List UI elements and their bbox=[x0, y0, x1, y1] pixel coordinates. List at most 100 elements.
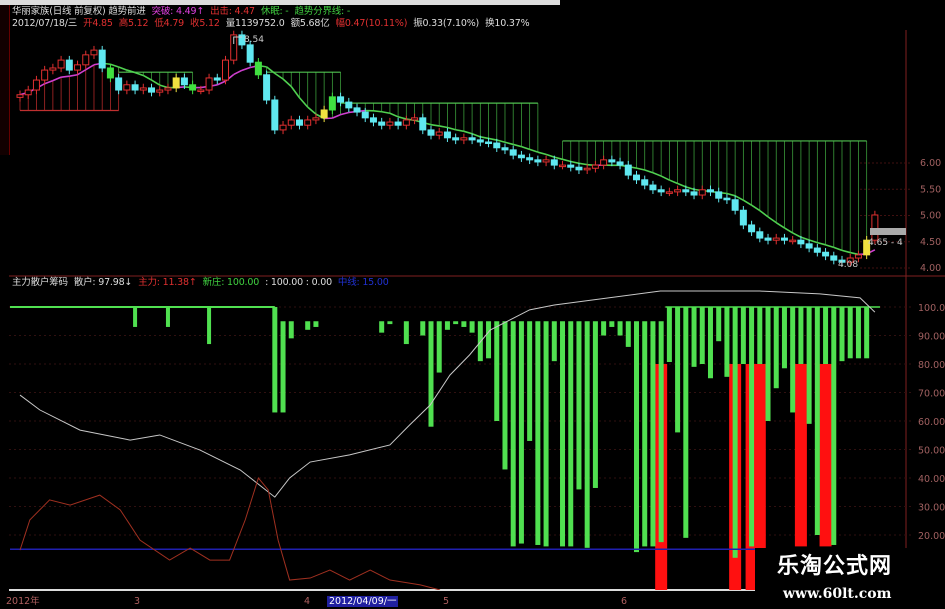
retail-bar bbox=[658, 321, 664, 543]
moving-average-segment bbox=[61, 75, 70, 78]
retail-bar bbox=[650, 321, 656, 547]
candle-body bbox=[197, 89, 205, 93]
candle-body bbox=[82, 54, 90, 66]
candle-body bbox=[476, 139, 484, 143]
moving-average-segment bbox=[742, 199, 752, 206]
indicator-axis-label: 30.00 bbox=[918, 503, 945, 514]
retail-bar bbox=[839, 307, 845, 362]
header-line2-item: 换10.37% bbox=[485, 18, 530, 29]
candle-body bbox=[378, 121, 386, 126]
retail-bar bbox=[683, 307, 689, 538]
candle-body bbox=[706, 189, 714, 193]
last-price-label: 4.65 - 4 bbox=[868, 238, 903, 248]
candle-body bbox=[764, 237, 772, 241]
moving-average-segment bbox=[266, 66, 276, 74]
candle-body bbox=[106, 67, 114, 79]
moving-average-segment bbox=[677, 182, 687, 188]
candle-body bbox=[24, 89, 32, 96]
side-toolbar[interactable] bbox=[0, 5, 10, 155]
candle-body bbox=[723, 197, 731, 201]
retail-bar bbox=[675, 307, 681, 433]
candle-body bbox=[74, 64, 82, 71]
retail-bar bbox=[749, 307, 755, 547]
header-line2-item: 幅0.47(10.11%) bbox=[335, 18, 408, 29]
candle-body bbox=[312, 117, 320, 121]
high-price-label: 8.54 bbox=[244, 35, 264, 45]
indicator-header: 主力散户筹码 散户: 97.98↓ 主力: 11.38↑ 新庄: 100.00: 10… bbox=[12, 277, 395, 288]
price-axis-label: 4.00 bbox=[920, 263, 941, 274]
retail-bar bbox=[765, 307, 771, 421]
candle-body bbox=[526, 157, 534, 161]
candle-body bbox=[624, 164, 632, 176]
retail-bar bbox=[625, 321, 631, 347]
header-line2-item: 振0.33(7.10%) bbox=[413, 18, 480, 29]
retail-bar bbox=[855, 307, 861, 359]
candle-body bbox=[698, 189, 706, 196]
watermark-url: www.60lt.com bbox=[783, 586, 892, 602]
moving-average-segment bbox=[118, 66, 128, 71]
candle-body bbox=[805, 243, 813, 249]
candle-body bbox=[443, 131, 451, 139]
candle-body bbox=[230, 34, 238, 61]
indicator-header-item: 新庄: 100.00 bbox=[202, 277, 260, 288]
candle-body bbox=[65, 59, 73, 71]
moving-average-segment bbox=[77, 69, 87, 76]
price-axis-label: 6.00 bbox=[920, 158, 941, 169]
moving-average-segment bbox=[85, 64, 95, 71]
retail-bar bbox=[601, 321, 607, 336]
candle-body bbox=[690, 191, 698, 196]
watermark-title: 乐淘公式网 bbox=[777, 554, 893, 579]
indicator-header-item: : 100.00 : 0.00 bbox=[265, 277, 332, 288]
candle-body bbox=[838, 259, 846, 263]
candle-body bbox=[131, 84, 139, 91]
moving-average-segment bbox=[151, 79, 161, 86]
candle-body bbox=[608, 159, 616, 163]
indicator-axis-label: 20.00 bbox=[918, 531, 945, 542]
candle-body bbox=[222, 59, 229, 81]
retail-bar bbox=[568, 321, 574, 547]
retail-bar bbox=[469, 321, 475, 333]
moving-average-segment bbox=[340, 111, 350, 116]
candle-body bbox=[649, 184, 657, 191]
indicator-axis-label: 70.00 bbox=[918, 389, 945, 400]
indicator-header-item: 主力散户筹码 bbox=[12, 277, 68, 288]
moving-average-segment bbox=[529, 148, 539, 153]
moving-average-segment bbox=[825, 244, 835, 249]
candle-body bbox=[739, 209, 747, 226]
candle-body bbox=[304, 119, 312, 126]
retail-bar bbox=[387, 321, 393, 325]
moving-average-segment bbox=[817, 241, 826, 246]
candle-body bbox=[591, 164, 599, 169]
retail-bar bbox=[823, 307, 829, 364]
candle-body bbox=[402, 119, 410, 126]
window-title-strip bbox=[0, 0, 560, 5]
moving-average-segment bbox=[570, 160, 580, 165]
candle-body bbox=[871, 214, 879, 241]
cursor-date-label: 2012/04/09/一 bbox=[327, 596, 399, 607]
candle-body bbox=[16, 94, 24, 98]
moving-average-segment bbox=[381, 110, 391, 115]
candle-body bbox=[435, 131, 443, 136]
moving-average-segment bbox=[233, 69, 243, 76]
retail-bar bbox=[691, 307, 697, 367]
moving-average-segment bbox=[578, 162, 588, 166]
header-line2-item: 低4.79 bbox=[154, 18, 185, 29]
indicator-axis-label: 60.00 bbox=[918, 417, 945, 428]
header-line2-item: 高5.12 bbox=[118, 18, 149, 29]
retail-bar bbox=[461, 321, 467, 327]
price-axis-label: 5.00 bbox=[920, 211, 941, 222]
indicator-axis-label: 40.00 bbox=[918, 474, 945, 485]
moving-average-segment bbox=[841, 249, 851, 254]
retail-bar bbox=[584, 321, 590, 548]
retail-bar bbox=[707, 307, 713, 379]
moving-average-segment bbox=[430, 123, 440, 127]
candle-body bbox=[337, 96, 345, 103]
candle-body bbox=[682, 189, 690, 193]
candle-body bbox=[813, 247, 821, 253]
time-axis-month-5: 5 bbox=[443, 596, 450, 607]
header-line1-item: 趋势分界线: - bbox=[294, 6, 351, 17]
moving-average-segment bbox=[455, 128, 465, 133]
moving-average-segment bbox=[636, 167, 645, 171]
candle-body bbox=[320, 109, 328, 119]
